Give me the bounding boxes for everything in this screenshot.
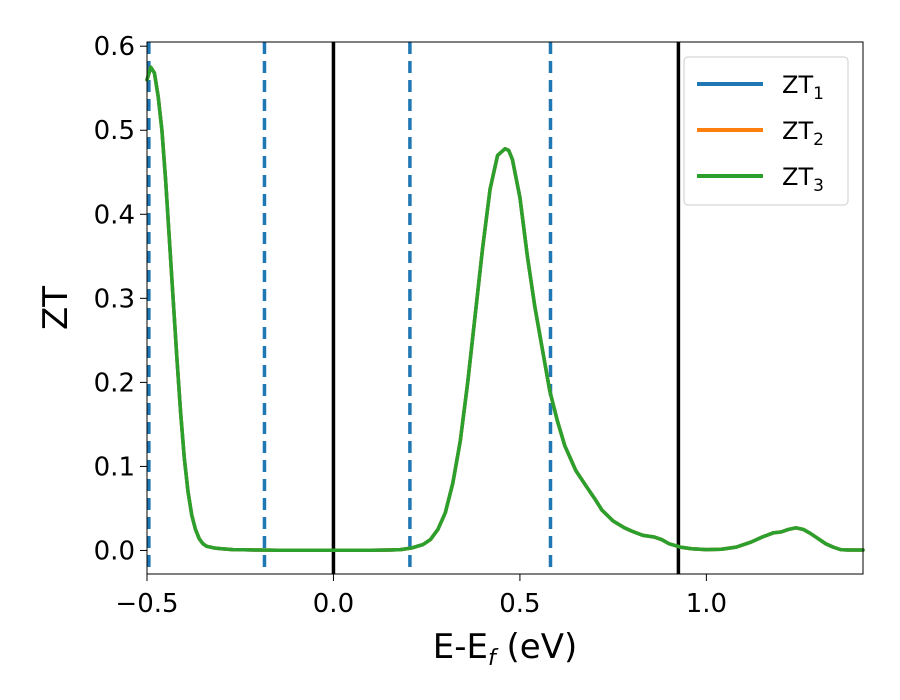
y-axis-label: ZT [36,286,76,330]
legend-entry-zt3: ZT3 [697,163,824,196]
y-axis-ticks: 0.0 0.1 0.2 0.3 0.4 0.5 0.6 [94,32,147,566]
y-tick-label-3: 0.3 [94,284,135,314]
y-tick-label-2: 0.2 [94,368,135,398]
y-tick-label-6: 0.6 [94,32,135,62]
x-tick-label-0: −0.5 [115,589,178,619]
legend-label-zt3: ZT3 [782,163,824,196]
series-lines [145,65,865,553]
y-tick-label-1: 0.1 [94,452,135,482]
legend-label-zt3-sub: 3 [813,176,824,196]
series-line-zt3 [145,65,865,553]
reference-lines [147,42,681,574]
y-tick-label-0: 0.0 [94,536,135,566]
x-axis-label: E-Ef (eV) [433,627,578,671]
legend-label-zt2-sub: 2 [813,130,824,150]
legend-label-zt1: ZT1 [782,71,824,104]
legend-label-zt1-main: ZT [782,71,813,99]
x-axis-ticks: −0.5 0.0 0.5 1.0 [115,574,727,619]
legend-label-zt3-main: ZT [782,163,813,191]
legend-label-zt2-main: ZT [782,117,813,145]
y-tick-label-4: 0.4 [94,200,135,230]
legend-entry-zt1: ZT1 [697,71,824,104]
legend-label-zt1-sub: 1 [813,84,824,104]
x-tick-label-1: 0.0 [313,589,354,619]
x-tick-label-3: 1.0 [686,589,727,619]
x-axis-label-unit: (eV) [496,627,578,667]
x-axis-label-subscript: f [488,646,499,671]
x-tick-label-2: 0.5 [499,589,540,619]
y-tick-label-5: 0.5 [94,116,135,146]
legend: ZT1 ZT2 ZT3 [683,56,849,206]
plot-area-frame [146,41,864,575]
legend-box [683,56,849,206]
legend-entry-zt2: ZT2 [697,117,824,150]
x-axis-label-main: E-E [433,627,488,667]
legend-label-zt2: ZT2 [782,117,824,150]
